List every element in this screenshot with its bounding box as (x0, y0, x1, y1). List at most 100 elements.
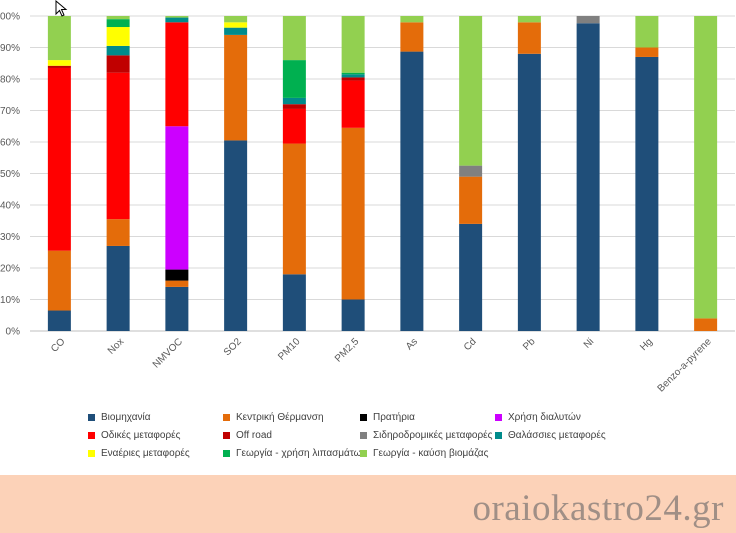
legend-swatch (88, 431, 95, 439)
bar-segment (341, 299, 365, 331)
bar-segment (400, 51, 424, 331)
bar-segment (282, 60, 306, 98)
bar-segment (106, 16, 130, 20)
legend-label: Χρήση διαλυτών (508, 411, 581, 423)
x-tick-label: Ni (582, 336, 596, 350)
bar-segment (282, 143, 306, 275)
x-tick-label: Hg (638, 336, 655, 353)
bar-segment (694, 16, 718, 319)
x-tick-label: SO2 (222, 336, 244, 358)
y-tick-label: 0% (6, 327, 21, 338)
legend-item: Χρήση διαλυτών (495, 410, 645, 424)
bar-segment (341, 80, 365, 128)
bar-segment (341, 77, 365, 81)
bar-segment (224, 140, 248, 331)
x-axis-tick-labels: CO Nox NMVOC SO2 PM10 PM2,5 As Cd Pb Ni Hg Benzo-a-… (49, 336, 714, 394)
site-watermark: oraiokastro24.gr (472, 488, 724, 529)
y-tick-label: 60% (0, 138, 20, 149)
bar-segment (224, 16, 248, 23)
x-tick-label: PM2,5 (333, 336, 362, 365)
bar-segment (106, 19, 130, 28)
legend-swatch (223, 431, 230, 439)
legend-label: Θαλάσσιες μεταφορές (508, 429, 606, 441)
legend-item: Εναέριες μεταφορές (88, 446, 223, 460)
bar-segment (224, 22, 248, 28)
legend-item: Κεντρική Θέρμανση (223, 410, 360, 424)
legend-item: Πρατήρια (360, 410, 495, 424)
y-tick-label: 90% (0, 43, 20, 54)
legend-item: Σιδηροδρομικές μεταφορές (360, 428, 495, 442)
bar-segment (282, 97, 306, 105)
mouse-cursor-icon (55, 0, 68, 17)
bar-segment (341, 16, 365, 73)
bar-segment (282, 16, 306, 61)
bar-segment (165, 16, 189, 18)
legend-swatch (223, 449, 230, 457)
y-tick-label: 40% (0, 201, 20, 212)
footer-banner: oraiokastro24.gr (0, 475, 736, 533)
bar-segment (282, 104, 306, 109)
legend-swatch (360, 449, 367, 457)
bar-segment (106, 245, 130, 331)
bar-segment (282, 274, 306, 331)
bar-segment (635, 56, 659, 331)
legend-item: Οδικές μεταφορές (88, 428, 223, 442)
stacked-bar-chart: 0% 10% 20% 30% 40% 50% 60% 70% 80% 90% 100% CO Nox N… (0, 12, 735, 394)
bar-segment (517, 16, 541, 23)
bar-segment (165, 17, 189, 23)
bar-segment (47, 16, 71, 61)
y-tick-label: 30% (0, 232, 20, 243)
y-tick-label: 80% (0, 75, 20, 86)
x-tick-label: PM10 (276, 336, 303, 363)
y-axis-tick-labels: 0% 10% 20% 30% 40% 50% 60% 70% 80% 90% 100% (0, 12, 20, 338)
legend-label: Off road (236, 429, 272, 441)
x-tick-label: Cd (462, 336, 479, 353)
bar-segment (341, 72, 365, 75)
legend-label: Σιδηροδρομικές μεταφορές (373, 429, 493, 441)
bar-segment (165, 286, 189, 331)
legend-swatch (88, 449, 95, 457)
legend-item: Off road (223, 428, 360, 442)
legend-label: Πρατήρια (373, 411, 415, 423)
bar-segment (517, 53, 541, 332)
legend-label: Οδικές μεταφορές (101, 429, 181, 441)
legend-swatch (495, 413, 502, 421)
bar-segment (576, 23, 600, 332)
bar-segment (635, 16, 659, 48)
bar-segment (635, 47, 659, 57)
legend-item: Γεωργία - καύση βιομάζας (360, 446, 495, 460)
x-tick-label: Pb (521, 336, 538, 353)
bar-segment (165, 280, 189, 287)
bar-segment (165, 22, 189, 127)
x-tick-label: As (404, 336, 420, 352)
x-tick-label: NMVOC (151, 336, 185, 370)
y-tick-label: 100% (0, 12, 20, 23)
bar-segment (106, 72, 130, 220)
bar-segment (106, 27, 130, 46)
bar-segment (400, 16, 424, 23)
legend-label: Βιομηχανία (101, 411, 151, 423)
bar-segment (47, 60, 71, 66)
bar-segment (106, 55, 130, 73)
bar-segment (47, 310, 71, 331)
legend-item: Θαλάσσιες μεταφορές (495, 428, 645, 442)
bar-segment (400, 22, 424, 52)
legend-label: Γεωργία - καύση βιομάζας (373, 447, 489, 459)
bar-segment (47, 65, 71, 68)
bar-segment (459, 176, 483, 224)
y-tick-label: 20% (0, 264, 20, 275)
legend-swatch (223, 413, 230, 421)
legend-label: Εναέριες μεταφορές (101, 447, 190, 459)
bar-segment (106, 219, 130, 246)
bar-segment (341, 127, 365, 300)
bar-segment (517, 22, 541, 54)
y-tick-label: 50% (0, 169, 20, 180)
x-tick-label: Nox (106, 336, 126, 356)
y-tick-label: 10% (0, 295, 20, 306)
legend-swatch (495, 431, 502, 439)
gridlines (30, 15, 735, 332)
chart-legend: Βιομηχανία Κεντρική Θέρμανση Πρατήρια Χρήση… (88, 410, 648, 460)
bar-segment (165, 126, 189, 270)
legend-label: Κεντρική Θέρμανση (236, 411, 324, 423)
bar-segment (47, 250, 71, 311)
